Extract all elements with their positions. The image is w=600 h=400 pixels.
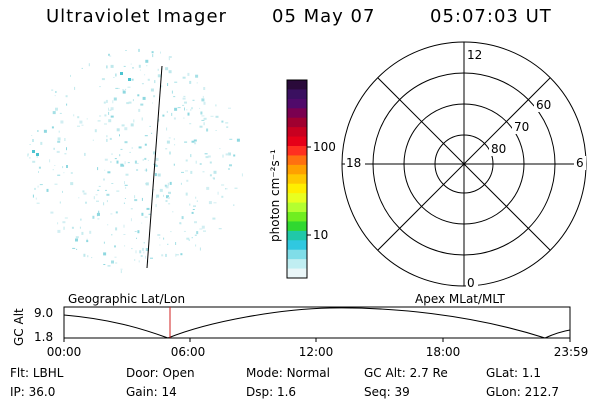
colorbar-cell [287, 136, 307, 147]
polar-lat-label-60: 60 [536, 98, 551, 112]
colorbar-cell [287, 259, 307, 270]
status-glon: GLon: 212.7 [486, 385, 559, 399]
status-mode: Mode: Normal [246, 366, 330, 380]
polar-mlt-label-0: 0 [467, 276, 475, 290]
polar-diagonal-2 [377, 77, 551, 251]
timeline-xtick-1200: 12:00 [299, 345, 334, 359]
timeline-ytick-9: 9.0 [34, 306, 53, 320]
colorbar: 100 10 photon cm⁻²s⁻¹ [268, 79, 336, 279]
timeline-xtick-1800: 18:00 [426, 345, 461, 359]
status-glat: GLat: 1.1 [486, 366, 542, 380]
colorbar-cell [287, 193, 307, 204]
colorbar-cell [287, 80, 307, 90]
colorbar-cell [287, 155, 307, 166]
colorbar-tick-label-10: 10 [313, 228, 328, 242]
status-gcalt: GC Alt: 2.7 Re [364, 366, 448, 380]
colorbar-cell [287, 221, 307, 232]
polar-lat-label-80: 80 [491, 142, 506, 156]
terminator-line [146, 65, 163, 269]
polar-lat-label-70: 70 [514, 120, 529, 134]
colorbar-cell [287, 249, 307, 260]
timeline-xtick-0000: 00:00 [47, 345, 82, 359]
timeline-xtick-2359: 23:59 [554, 345, 589, 359]
polar-mlt-label-12: 12 [467, 48, 482, 62]
time-label: 05:07:03 UT [430, 6, 552, 27]
timeline-xtick-0600: 06:00 [171, 345, 206, 359]
colorbar-cell [287, 202, 307, 213]
colorbar-cell [287, 174, 307, 185]
polar-grid [341, 41, 587, 287]
polar-mlt-label-18: 18 [346, 156, 361, 170]
orbit-timeline: Geographic Lat/Lon Apex MLat/MLT 9.0 1.8… [12, 292, 588, 359]
date-label: 05 May 07 [272, 6, 376, 27]
app-title: Ultraviolet Imager [46, 6, 227, 27]
timeline-right-label: Apex MLat/MLT [415, 292, 505, 306]
timeline-ytick-1-8: 1.8 [34, 330, 53, 344]
status-ip: IP: 36.0 [10, 385, 56, 399]
colorbar-cell [287, 89, 307, 100]
colorbar-frame [286, 79, 308, 279]
uv-speckle-field [27, 48, 243, 274]
timeline-frame [63, 306, 571, 339]
colorbar-cell [287, 183, 307, 194]
polar-labels: 12 18 6 0 60 70 80 [345, 48, 586, 290]
colorbar-cell [287, 230, 307, 241]
colorbar-cell [287, 98, 307, 109]
colorbar-cell [287, 164, 307, 175]
timeline-ylabel: GC Alt [12, 308, 26, 346]
colorbar-cell [287, 240, 307, 251]
colorbar-cell [287, 146, 307, 156]
status-dsp: Dsp: 1.6 [246, 385, 297, 399]
colorbar-cell [287, 212, 307, 222]
uv-image-panel [27, 48, 243, 274]
status-seq: Seq: 39 [364, 385, 410, 399]
colorbar-unit-label: photon cm⁻²s⁻¹ [268, 149, 282, 242]
colorbar-tick-label-100: 100 [313, 140, 336, 154]
colorbar-cell [287, 127, 307, 138]
timeline-left-label: Geographic Lat/Lon [68, 292, 185, 306]
colorbar-cell [287, 268, 307, 279]
colorbar-cell [287, 117, 307, 128]
status-door: Door: Open [126, 366, 195, 380]
colorbar-cell [287, 108, 307, 119]
status-flt: Flt: LBHL [10, 366, 64, 380]
polar-mlt-label-6: 6 [576, 156, 584, 170]
status-gain: Gain: 14 [126, 385, 177, 399]
altitude-curve [63, 307, 571, 339]
